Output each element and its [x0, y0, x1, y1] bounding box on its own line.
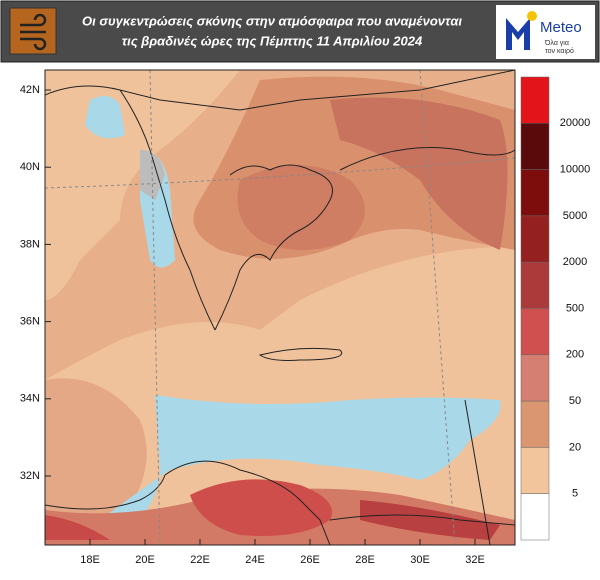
lon-label: 32E	[465, 554, 485, 566]
lat-label: 36N	[20, 316, 40, 328]
title-line: Οι συγκεντρώσεις σκόνης στην ατμόσφαιρα …	[82, 13, 462, 28]
logo-name: Meteo	[540, 19, 582, 36]
title-line: τις βραδινές ώρες της Πέμπτης 11 Απριλίο…	[122, 33, 423, 48]
logo-sun	[527, 11, 537, 21]
map	[45, 70, 515, 545]
lon-label: 26E	[300, 554, 320, 566]
legend-label: 500	[566, 302, 584, 314]
legend-swatch	[520, 400, 550, 448]
lat-label: 32N	[20, 470, 40, 482]
logo-tagline: τον καιρό	[545, 47, 574, 55]
legend-label: 200	[566, 349, 584, 361]
lon-label: 24E	[245, 554, 265, 566]
legend-label: 5	[572, 488, 578, 500]
legend-label: 20	[569, 441, 581, 453]
lon-label: 18E	[80, 554, 100, 566]
lon-label: 22E	[190, 554, 210, 566]
legend-swatch	[520, 215, 550, 263]
legend-swatch	[520, 493, 550, 541]
legend-swatch	[520, 354, 550, 402]
lon-label: 30E	[410, 554, 430, 566]
lat-label: 34N	[20, 393, 40, 405]
legend-swatch	[520, 76, 550, 124]
legend-swatch	[520, 123, 550, 170]
legend-label: 5000	[563, 210, 587, 222]
lat-label: 42N	[20, 84, 40, 96]
legend-swatch	[520, 169, 550, 217]
lon-label: 28E	[355, 554, 375, 566]
legend-label: 50	[569, 395, 581, 407]
legend-swatch	[520, 447, 550, 494]
logo-tagline: Όλα για	[544, 40, 569, 47]
logo-m	[506, 18, 530, 50]
legend-swatch	[520, 308, 550, 356]
dust-icon	[20, 13, 47, 51]
lat-label: 38N	[20, 238, 40, 250]
map-frame	[44, 69, 516, 546]
lat-label: 40N	[20, 161, 40, 173]
legend-label: 10000	[560, 164, 591, 176]
legend-label: 20000	[560, 117, 591, 129]
legend-label: 2000	[563, 256, 587, 268]
lon-label: 20E	[135, 554, 155, 566]
legend-swatch	[520, 261, 550, 309]
